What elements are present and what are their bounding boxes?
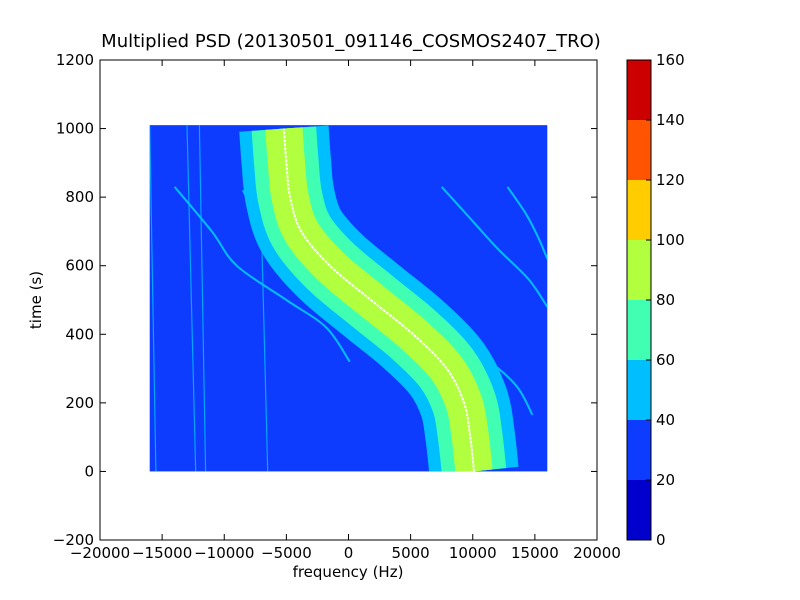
colorbar-tick-label: 80 [656, 291, 675, 309]
colorbar-tick-label: 40 [656, 411, 675, 429]
colorbar-level [627, 300, 651, 360]
x-tick-label: −20000 [70, 544, 130, 562]
colorbar-tick-label: 60 [656, 351, 675, 369]
x-tick-label: 0 [344, 544, 354, 562]
colorbar-level [627, 480, 651, 540]
y-tick-label: 800 [65, 188, 94, 206]
heatmap-features [149, 125, 548, 472]
secondary-doppler-curve [506, 186, 548, 260]
y-tick-label: 0 [84, 462, 94, 480]
vertical-trace [186, 125, 197, 472]
y-tick-label: 400 [65, 325, 94, 343]
x-tick-label: −5000 [261, 544, 312, 562]
colorbar-tick-label: 20 [656, 471, 675, 489]
colorbar-level [627, 180, 651, 240]
y-axis-ticks: −200 0 200 400 600 800 1000 1200 [53, 51, 597, 549]
vertical-trace [149, 125, 157, 472]
colorbar-level [627, 240, 651, 300]
y-tick-label: 600 [65, 257, 94, 275]
colorbar: 0 20 40 60 80 100 120 140 160 [626, 51, 685, 549]
colorbar-level [627, 360, 651, 420]
colorbar-tick-label: 140 [656, 111, 685, 129]
plot-area [99, 59, 598, 541]
colorbar-tick-label: 0 [656, 531, 666, 549]
x-tick-label: −10000 [194, 544, 254, 562]
main-curve-center [282, 128, 475, 472]
x-axis-label: frequency (Hz) [293, 563, 404, 581]
x-tick-label: 15000 [511, 544, 559, 562]
colorbar-tick-label: 120 [656, 171, 685, 189]
colorbar-level [627, 120, 651, 180]
colorbar-tick-label: 160 [656, 51, 685, 69]
x-tick-label: 20000 [573, 544, 621, 562]
y-tick-label: 1200 [56, 51, 94, 69]
x-tick-label: −15000 [132, 544, 192, 562]
x-tick-label: 10000 [449, 544, 497, 562]
colorbar-level [627, 420, 651, 480]
secondary-doppler-curve [173, 186, 351, 363]
secondary-doppler-curve [440, 186, 548, 308]
x-axis-ticks: −20000 −15000 −10000 −5000 0 5000 10000 15000 20… [70, 60, 621, 562]
x-tick-label: 5000 [392, 544, 430, 562]
y-axis-label: time (s) [27, 271, 45, 329]
chart-title: Multiplied PSD (20130501_091146_COSMOS24… [101, 31, 601, 52]
colorbar-tick-label: 100 [656, 231, 685, 249]
colorbar-level [627, 60, 651, 120]
vertical-trace [198, 125, 207, 472]
y-tick-label: −200 [53, 531, 94, 549]
y-tick-label: 200 [65, 394, 94, 412]
y-tick-label: 1000 [56, 120, 94, 138]
